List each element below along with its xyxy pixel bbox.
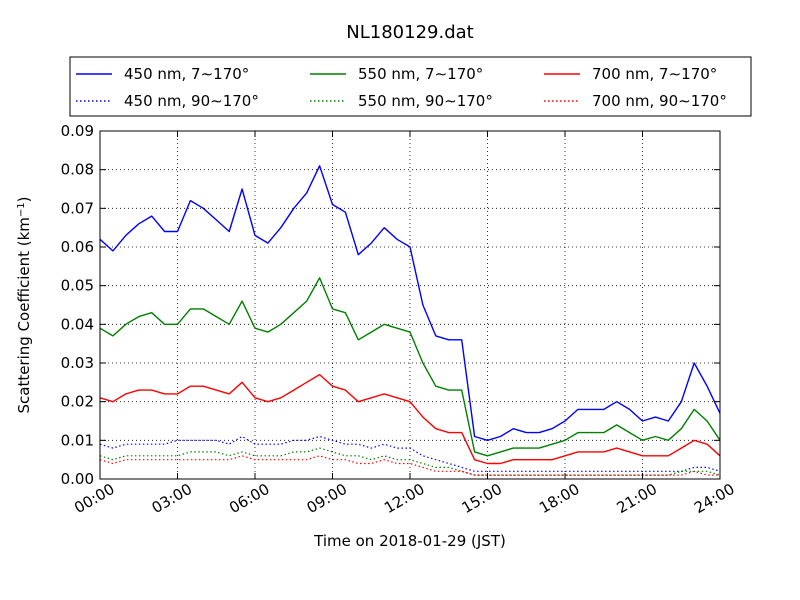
y-tick-label: 0.00 [61,470,94,488]
series-line-4 [99,373,721,465]
legend-label-4: 700 nm, 7∼170° [592,65,717,83]
legend-label-3: 550 nm, 90∼170° [358,92,493,110]
y-tick-label: 0.03 [61,354,94,372]
x-tick-label: 09:00 [304,480,350,517]
series-line-1 [99,435,721,472]
legend-label-1: 450 nm, 90∼170° [124,92,259,110]
legend-label-2: 550 nm, 7∼170° [358,65,483,83]
y-tick-label: 0.09 [61,122,94,140]
series-line-2 [99,277,721,457]
y-tick-label: 0.02 [61,393,94,411]
legend-label-0: 450 nm, 7∼170° [124,65,249,83]
y-axis-label-main: Scattering Coefficient (km [15,217,33,413]
x-tick-label: 06:00 [226,480,272,517]
y-axis-label-exponent: −1 [16,202,27,217]
plot-area: 00:00 03:00 06:00 09:00 12:00 15:00 18:00 21:00… [61,122,738,517]
y-tick-label: 0.04 [61,315,94,333]
legend: 450 nm, 7∼170° 450 nm, 90∼170° 550 nm, 7∼1… [69,56,752,117]
series-line-5 [99,455,720,476]
x-tick-label: 03:00 [149,480,195,517]
series-line-3 [99,447,721,476]
plot-background [100,131,720,479]
legend-frame [69,56,752,117]
y-tick-label: 0.01 [61,431,94,449]
y-tick-label: 0.08 [61,161,94,179]
y-tick-label: 0.07 [61,199,94,217]
y-tick-label: 0.06 [61,238,94,256]
series-line-0 [99,165,721,441]
y-axis-label-close: ) [15,196,33,202]
x-tick-label: 12:00 [381,480,427,517]
y-axis-label: Scattering Coefficient (km−1) [15,196,33,413]
legend-label-5: 700 nm, 90∼170° [592,92,727,110]
y-tick-label: 0.05 [61,277,94,295]
x-tick-label: 18:00 [536,480,582,517]
x-axis-label: Time on 2018-01-29 (JST) [313,532,506,550]
x-tick-label: 24:00 [691,480,737,517]
chart-title: NL180129.dat [346,22,473,43]
x-tick-label: 15:00 [459,480,505,517]
x-tick-label: 21:00 [614,480,660,517]
series-layer [99,165,721,476]
